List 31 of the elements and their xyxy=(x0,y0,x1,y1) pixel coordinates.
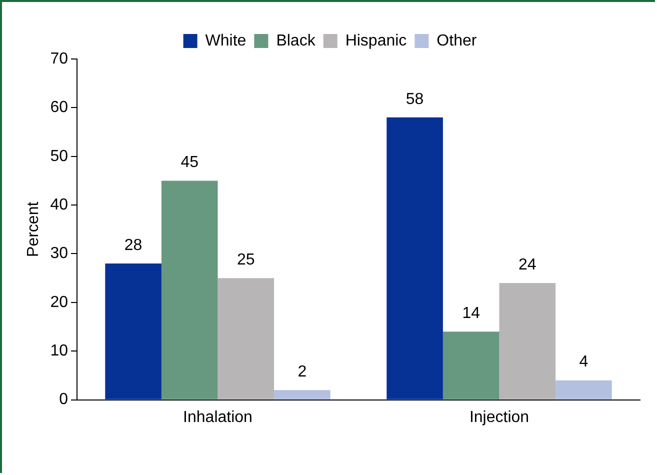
data-label: 25 xyxy=(237,251,255,268)
legend-label: White xyxy=(205,32,246,50)
legend-label: Black xyxy=(276,32,316,50)
data-label: 14 xyxy=(462,305,480,322)
bar xyxy=(105,263,162,400)
bar xyxy=(218,278,274,400)
bar xyxy=(386,117,443,400)
y-tick-label: 70 xyxy=(50,50,68,68)
data-label: 28 xyxy=(124,236,142,254)
data-label: 58 xyxy=(406,90,424,108)
data-label: 24 xyxy=(518,256,536,274)
y-tick-label: 10 xyxy=(50,342,68,360)
y-tick-label: 20 xyxy=(50,294,68,311)
bar xyxy=(556,380,612,400)
legend-label: Other xyxy=(436,32,478,50)
x-tick-label: Inhalation xyxy=(183,408,252,426)
data-label: 2 xyxy=(298,363,307,380)
x-tick-label: Injection xyxy=(469,408,530,426)
legend-label: Hispanic xyxy=(345,32,407,50)
bar xyxy=(442,332,500,400)
y-tick-label: 40 xyxy=(50,196,68,214)
bar xyxy=(274,390,330,400)
bar xyxy=(161,180,218,400)
bar xyxy=(499,282,556,400)
y-tick-label: 30 xyxy=(50,245,68,262)
y-tick-label: 0 xyxy=(59,391,68,408)
y-tick-label: 60 xyxy=(50,99,68,116)
y-tick-label: 50 xyxy=(50,148,68,165)
y-axis-title: Percent xyxy=(25,201,42,257)
data-label: 45 xyxy=(180,154,199,172)
data-label: 4 xyxy=(579,354,588,371)
